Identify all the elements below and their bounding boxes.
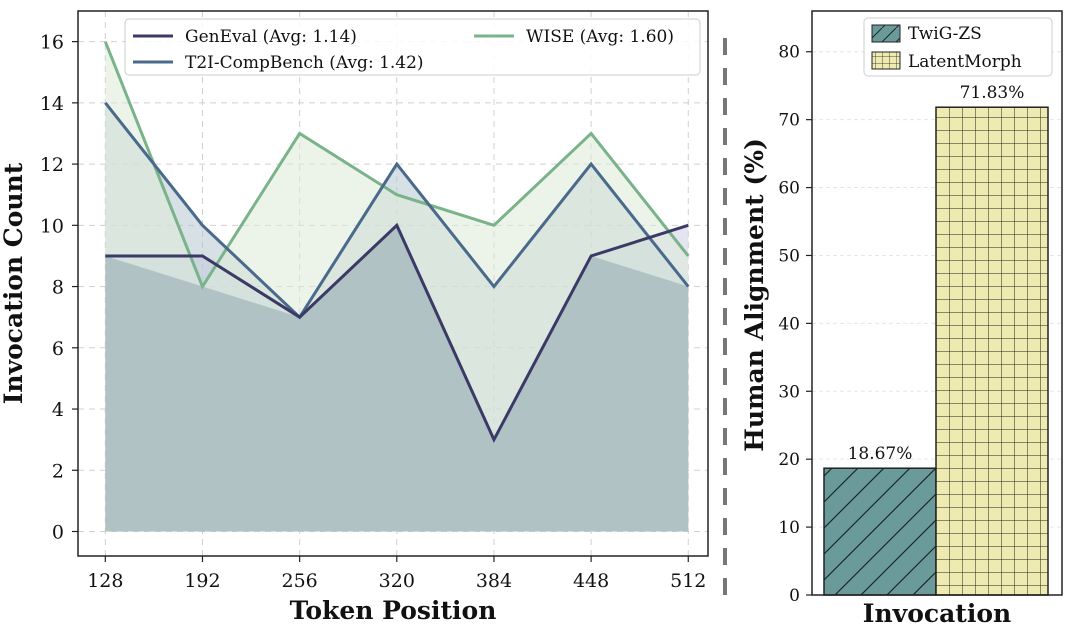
- right-y-tick-label: 20: [778, 450, 800, 470]
- right-y-tick-label: 30: [778, 382, 800, 402]
- x-tick-label: 512: [670, 570, 706, 592]
- right-y-tick-label: 60: [778, 179, 800, 199]
- right-y-tick-label: 0: [789, 586, 800, 606]
- right-x-axis-title: Invocation: [863, 599, 1011, 628]
- legend-label-twig: TwiG-ZS: [908, 24, 982, 44]
- left-legend: GenEval (Avg: 1.14) T2I-CompBench (Avg: …: [124, 18, 701, 76]
- bar-twig-zs: [823, 467, 937, 596]
- right-bars: 18.67% 71.83%: [823, 83, 1049, 596]
- right-legend: TwiG-ZS LatentMorph: [863, 17, 1053, 77]
- right-y-axis-title: Human Alignment (%): [740, 138, 769, 452]
- y-tick-label: 10: [40, 215, 64, 237]
- legend-swatch-twig: [871, 24, 901, 43]
- y-tick-label: 0: [52, 522, 64, 544]
- left-area-fills: [105, 41, 689, 532]
- x-tick-label: 192: [184, 570, 220, 592]
- x-tick-label: 448: [573, 570, 609, 592]
- y-tick-label: 14: [40, 93, 64, 115]
- left-chart: 128 192 256 320 384 448 512 0 2 4 6 8 10 12 14 16 Toke…: [0, 10, 709, 625]
- right-plot-frame: [811, 10, 1063, 596]
- y-tick-label: 12: [40, 154, 64, 176]
- bar-value-label: 18.67%: [848, 444, 913, 464]
- series-line-1: [105, 222, 689, 444]
- bar-latentmorph: [935, 106, 1049, 596]
- legend-label-geneval: GenEval (Avg: 1.14): [185, 27, 357, 47]
- right-y-tick-label: 40: [778, 314, 800, 334]
- legend-label-t2i: T2I-CompBench (Avg: 1.42): [185, 53, 424, 73]
- left-x-ticks: 128 192 256 320 384 448 512: [87, 556, 706, 592]
- y-tick-label: 6: [52, 338, 64, 360]
- y-tick-label: 16: [40, 32, 64, 54]
- right-y-tick-label: 10: [778, 518, 800, 538]
- right-y-ticks: 0 10 20 30 40 50 60 70 80: [778, 43, 812, 606]
- series-line-2: [104, 101, 690, 320]
- x-tick-label: 320: [379, 570, 415, 592]
- y-tick-label: 2: [52, 460, 64, 482]
- right-y-tick-label: 70: [778, 111, 800, 131]
- area-fill-overlap: [105, 225, 689, 532]
- legend-label-wise: WISE (Avg: 1.60): [526, 27, 674, 47]
- left-x-axis-title: Token Position: [290, 596, 497, 625]
- series-line-3: [103, 41, 690, 290]
- left-series-lines: [103, 41, 690, 444]
- left-y-axis-title: Invocation Count: [0, 162, 28, 404]
- y-tick-label: 8: [52, 277, 64, 299]
- x-tick-label: 128: [87, 570, 123, 592]
- left-plot-frame: [77, 10, 709, 557]
- legend-swatch-latentmorph: [871, 51, 901, 70]
- legend-label-latentmorph: LatentMorph: [908, 52, 1022, 72]
- x-tick-label: 384: [476, 570, 512, 592]
- y-tick-label: 4: [52, 399, 64, 421]
- right-y-tick-label: 80: [778, 43, 800, 63]
- right-y-tick-label: 50: [778, 246, 800, 266]
- x-tick-label: 256: [282, 570, 318, 592]
- right-chart: 18.67% 71.83% 0 10 20 30 40 50 60 70 80 Invocatio…: [740, 10, 1063, 628]
- left-y-ticks: 0 2 4 6 8 10 12 14 16: [40, 32, 78, 544]
- bar-value-label: 71.83%: [960, 83, 1025, 103]
